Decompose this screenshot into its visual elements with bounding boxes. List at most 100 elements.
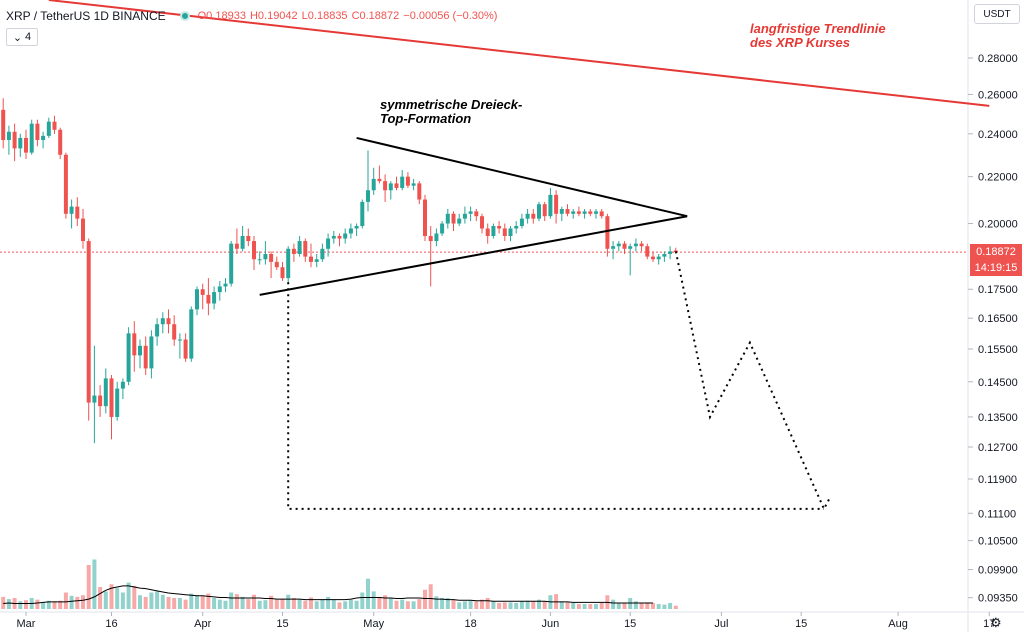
volume-bar [394,600,399,609]
open-value: O0.18933 [197,10,246,22]
candle-body [58,129,63,155]
volume-bar [480,599,484,609]
candle-body [525,213,530,219]
volume-bar [616,602,621,609]
y-tick-label: 0.09350 [978,593,1018,605]
volume-bar [41,602,46,609]
candle-body [269,253,274,262]
candle-body [576,211,581,214]
volume-bar [662,604,667,609]
candle-body [143,345,148,369]
volume-bar [651,602,655,609]
x-tick-label: Mar [17,618,36,630]
volume-bar [217,599,222,609]
symbol-label[interactable]: XRP / TetherUS 1D BINANCE [6,9,166,23]
candle-body [662,253,667,257]
candle-body [160,318,165,325]
candle-body [405,176,410,186]
y-tick-label: 0.16500 [978,313,1018,325]
y-tick-label: 0.20000 [978,219,1018,231]
volume-bar [206,593,211,609]
candle-body [6,131,11,141]
volume-bar [531,601,536,609]
candle-body [18,137,23,149]
candle-body [554,194,559,214]
candle-body [366,190,370,202]
pattern-label-2: Top-Formation [380,111,472,126]
volume-bar [177,598,182,609]
candle-body [645,246,650,257]
volume-bar [326,596,331,609]
candle-body [337,235,342,239]
candle-body [75,206,80,219]
volume-bar [212,598,217,609]
gear-icon[interactable]: ⚙ [990,615,1002,630]
candle-body [320,248,325,260]
candle-body [29,123,34,153]
triangle-upper-line [356,136,688,218]
volume-bar [360,592,365,609]
y-tick-label: 0.10500 [978,536,1018,548]
volume-bar [172,598,177,609]
candle-body [502,228,507,236]
y-tick-label: 0.22000 [978,172,1018,184]
volume-bar [468,600,473,609]
candle-body [343,233,348,239]
currency-button[interactable]: USDT [974,4,1020,24]
volume-bar [149,592,154,609]
candle-body [195,289,199,310]
volume-bar [645,602,650,609]
volume-bar [269,595,274,609]
volume-bar [143,596,148,609]
volume-bar [320,599,325,609]
volume-bar [434,596,439,609]
y-tick-label: 0.11900 [978,474,1017,486]
trendline-annotation: langfristige Trendlinie des XRP Kurses [750,22,886,50]
candle-body [166,318,171,325]
countdown-tag: 14:19:15 [970,260,1022,277]
candle-body [240,235,245,249]
candle-body [217,286,222,293]
x-tick-label: 15 [795,618,807,630]
volume-bar [451,599,456,609]
volume-bar [274,599,279,609]
indicator-toggle-button[interactable]: ⌄ 4 [6,28,38,46]
candle-body [434,233,439,242]
candle-body [651,256,655,260]
candle-body [229,243,234,284]
candle-body [92,395,97,403]
volume-bar [234,594,239,609]
volume-bar [571,602,576,609]
candle-body [622,243,627,249]
candle-body [605,216,610,249]
volume-bar [502,602,507,609]
x-tick-label: 17 [983,618,995,630]
candle-body [423,199,427,236]
volume-bar [542,601,547,609]
volume-bar [582,604,587,609]
volume-bar [189,593,194,609]
candle-body [155,324,160,337]
candle-body [468,211,473,214]
candle-body [274,261,279,268]
candle-body [474,211,479,217]
volume-bar [291,598,296,609]
candle-body [309,256,313,262]
candle-body [183,339,188,359]
candle-body [81,218,85,242]
volume-bar [314,601,319,609]
x-tick-label: 18 [464,618,476,630]
volume-bar [611,599,616,609]
volume-bar [18,601,23,609]
candle-body [594,211,598,214]
candle-body [252,241,256,260]
x-tick-label: May [363,618,384,630]
candle-body [411,183,416,186]
volume-bar [525,600,530,609]
volume-bar [388,598,393,609]
volume-bar [371,591,376,609]
y-tick-label: 0.13500 [978,412,1018,424]
candle-body [639,243,644,247]
